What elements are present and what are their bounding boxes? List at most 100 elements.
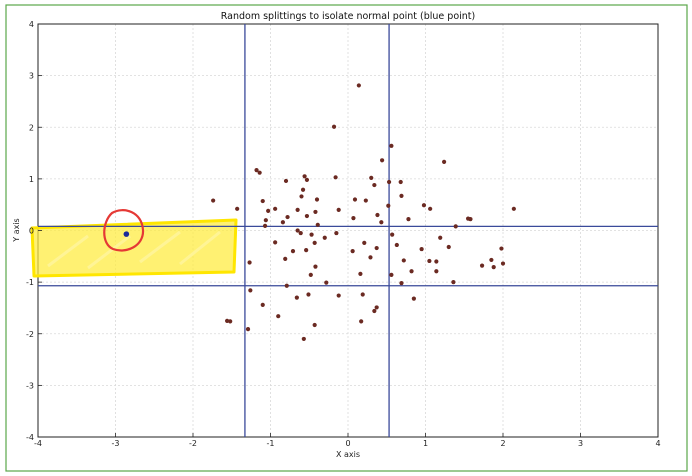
data-point xyxy=(290,249,296,254)
split-lines xyxy=(38,24,658,437)
data-point xyxy=(491,265,496,270)
circle-annotation xyxy=(103,209,145,252)
data-point xyxy=(360,292,365,297)
data-point xyxy=(273,206,278,211)
data-point xyxy=(331,124,337,129)
data-point xyxy=(283,178,289,184)
data-point xyxy=(304,213,310,219)
data-point xyxy=(308,272,313,277)
data-point xyxy=(438,235,443,240)
y-tick-label: 0 xyxy=(29,227,34,236)
data-point xyxy=(453,224,458,229)
data-point xyxy=(314,197,320,202)
data-point xyxy=(228,319,233,324)
data-point xyxy=(427,258,432,264)
data-point xyxy=(351,216,356,221)
data-point xyxy=(451,280,456,285)
data-point xyxy=(375,212,380,218)
data-point xyxy=(352,197,358,202)
data-point xyxy=(322,235,327,240)
x-tick-label: -4 xyxy=(34,439,42,448)
hatch-stroke xyxy=(87,234,131,270)
data-point xyxy=(247,260,252,265)
data-point xyxy=(312,322,317,328)
data-point xyxy=(334,230,339,236)
window-frame xyxy=(5,4,688,472)
data-point xyxy=(489,257,494,263)
y-tick-label: 3 xyxy=(29,72,34,81)
data-point xyxy=(245,327,251,332)
data-point xyxy=(386,203,391,208)
data-point xyxy=(225,318,230,323)
data-point xyxy=(380,158,385,163)
grid-lines xyxy=(38,24,658,437)
x-tick-label: -1 xyxy=(267,439,275,448)
x-tick-label: -3 xyxy=(112,439,120,448)
data-point xyxy=(211,198,216,203)
data-point xyxy=(479,263,485,268)
data-point xyxy=(302,174,307,179)
data-point xyxy=(298,230,303,236)
data-point xyxy=(283,256,288,261)
hatch-stroke xyxy=(179,230,221,266)
data-point xyxy=(428,206,433,211)
data-point xyxy=(301,336,306,342)
data-point xyxy=(306,292,311,297)
data-point xyxy=(409,269,414,274)
data-point xyxy=(263,218,268,223)
data-point xyxy=(362,240,367,245)
x-tick-label: 3 xyxy=(578,439,583,448)
highlighted-point xyxy=(123,231,130,237)
data-point xyxy=(285,214,290,220)
data-point xyxy=(419,246,424,252)
data-point xyxy=(401,258,406,263)
data-point xyxy=(336,207,341,212)
y-tick-label: -3 xyxy=(26,381,34,390)
red-circle-annotation xyxy=(103,209,145,252)
data-point xyxy=(390,232,395,237)
data-point xyxy=(266,208,271,213)
data-point xyxy=(374,245,379,251)
data-point xyxy=(363,198,368,203)
data-point xyxy=(260,302,265,307)
data-point xyxy=(386,179,392,185)
data-point xyxy=(248,288,253,293)
data-point xyxy=(434,259,439,264)
x-tick-label: 2 xyxy=(500,439,505,448)
data-point xyxy=(372,308,377,314)
data-point xyxy=(442,159,447,164)
x-tick-label: -2 xyxy=(189,439,197,448)
data-point xyxy=(411,296,416,301)
data-point xyxy=(280,220,285,225)
data-point xyxy=(260,198,265,204)
data-point xyxy=(374,305,379,310)
data-point xyxy=(399,193,404,199)
data-point xyxy=(284,283,289,288)
data-points xyxy=(211,83,516,342)
data-point xyxy=(315,222,320,227)
data-point xyxy=(358,271,363,276)
highlight-hatching xyxy=(47,230,221,270)
data-point xyxy=(511,206,516,211)
data-point xyxy=(368,255,373,260)
data-point xyxy=(336,293,341,298)
x-axis-label: X axis xyxy=(336,450,360,459)
data-point xyxy=(299,194,304,199)
x-tick-label: 0 xyxy=(345,439,350,448)
data-point xyxy=(372,182,377,188)
data-point xyxy=(300,187,306,192)
y-tick-label: -4 xyxy=(26,433,34,442)
data-point xyxy=(369,175,374,180)
data-point xyxy=(499,246,504,251)
data-point xyxy=(446,244,451,250)
x-tick-label: 4 xyxy=(655,439,660,448)
x-tick-label: 1 xyxy=(423,439,428,448)
y-axis-label: Y axis xyxy=(12,218,21,242)
data-point xyxy=(398,179,403,185)
y-tick-label: -1 xyxy=(26,278,34,287)
data-point xyxy=(304,177,310,183)
data-point xyxy=(294,295,299,300)
chart-title: Random splittings to isolate normal poin… xyxy=(221,11,475,22)
data-point xyxy=(309,232,314,237)
